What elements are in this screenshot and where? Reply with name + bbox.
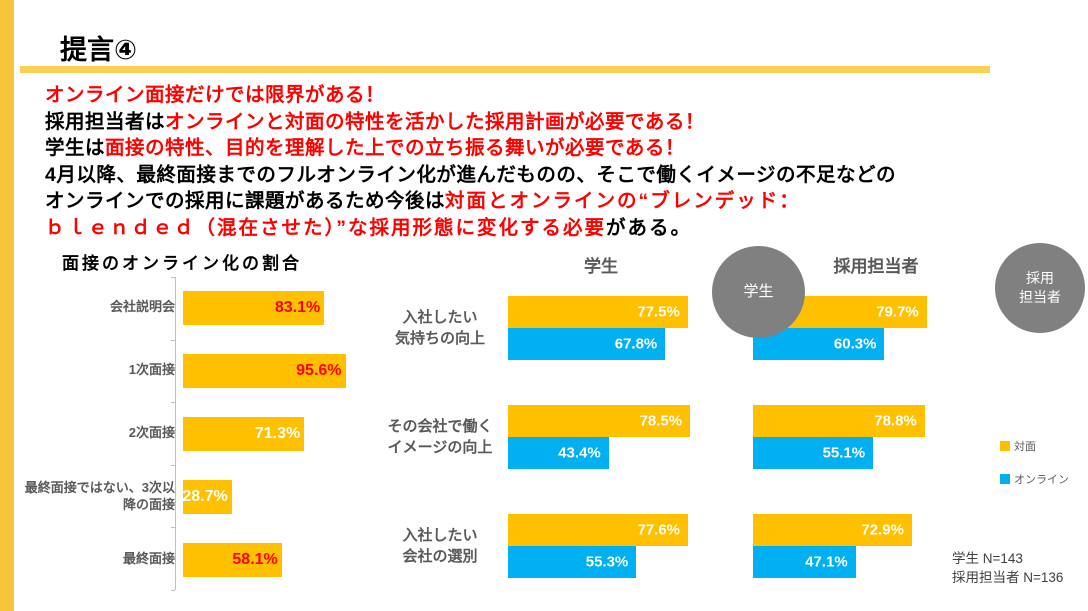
bar: 77.5%: [508, 296, 688, 328]
bar: 72.9%: [753, 514, 912, 546]
message-segment: 学生は: [45, 137, 106, 159]
bar-value-label: 28.7%: [182, 487, 228, 505]
page-title: 提言④: [60, 35, 137, 65]
axis-tick: [171, 589, 175, 591]
bar: 58.1%: [183, 542, 282, 577]
legend-item-online: オンライン: [1000, 471, 1069, 487]
left-accent-stripe: [0, 0, 14, 611]
online-rate-chart: 会社説明会 83.1% 1次面接 95.6% 2次面接 71.3% 最終面接ではない、3次以…: [20, 276, 390, 591]
bar: 67.8%: [508, 328, 666, 360]
bar-value-label: 58.1%: [232, 550, 278, 568]
bar-value-label: 83.1%: [274, 298, 321, 316]
online-rate-row: 1次面接 95.6%: [20, 339, 390, 402]
bar: 95.6%: [183, 353, 346, 388]
bar-value-label: 71.3%: [254, 424, 301, 442]
online-rate-row: 最終面接 58.1%: [20, 528, 390, 591]
bar: 55.3%: [508, 546, 637, 578]
message-segment: 4月以降、最終面接までのフルオンライン化が進んだものの、そこで働くイメージの不足…: [45, 163, 896, 186]
axis-tick: [171, 402, 175, 403]
message-segment: オンライン面接だけでは限界がある！: [45, 84, 386, 106]
group-header-recruiters: 採用担当者: [833, 257, 919, 276]
bar-track: 58.1%: [182, 528, 390, 591]
category-label: 会社説明会: [109, 299, 175, 315]
bar: 71.3%: [183, 416, 305, 451]
bar-value-label: 55.1%: [822, 444, 866, 462]
bar-track: 71.3%: [182, 402, 390, 465]
bar: 78.5%: [508, 405, 691, 437]
bar-value-label: 95.6%: [296, 361, 342, 379]
axis-tick: [171, 464, 175, 466]
bar: 77.6%: [508, 514, 689, 546]
legend-label: オンライン: [1014, 474, 1069, 486]
taimen-swatch-icon: [1000, 441, 1010, 451]
recruiters-circle-badge: 採用 担当者: [995, 243, 1085, 333]
bar: 43.4%: [508, 437, 609, 469]
message-segment: 対面とオンラインの“ブレンデッド：: [445, 190, 801, 212]
bar-value-label: 67.8%: [614, 335, 658, 353]
bar-value-label: 77.6%: [637, 521, 681, 539]
message-line: オンラインでの採用に課題があるため今後は対面とオンラインの“ブレンデッド：: [45, 188, 1055, 215]
online-rate-chart-axis: [171, 277, 176, 591]
message-segment: ｂｌｅｎｄｅｄ（混在させた）”な採用形態に変化する必要: [45, 216, 607, 239]
online-rate-row: 最終面接ではない、3次以降の面接 28.7%: [20, 465, 390, 528]
message-line: オンライン面接だけでは限界がある！: [45, 82, 1055, 109]
bar: 55.1%: [753, 437, 874, 469]
bar-track: 28.7%: [182, 465, 390, 528]
bar: 83.1%: [183, 290, 325, 325]
message-line: 採用担当者はオンラインと対面の特性を活かした採用計画が必要である！: [45, 109, 1055, 136]
bar: 47.1%: [753, 546, 856, 578]
bar-track: 83.1%: [182, 276, 390, 339]
message-segment: がある。: [606, 216, 693, 239]
message-segment: 採用担当者は: [45, 110, 166, 133]
bar-value-label: 55.3%: [585, 553, 629, 571]
message-line: 4月以降、最終面接までのフルオンライン化が進んだものの、そこで働くイメージの不足…: [45, 162, 1055, 189]
bar-value-label: 78.5%: [639, 412, 683, 430]
online-rate-chart-title: 面接のオンライン化の割合: [62, 254, 302, 273]
bar-value-label: 72.9%: [861, 521, 904, 539]
legend-item-taimen: 対面: [1000, 438, 1069, 454]
bar-value-label: 43.4%: [558, 444, 601, 462]
category-label: 2次面接: [128, 425, 175, 441]
axis-tick: [171, 339, 175, 341]
sample-size-students: 学生 N=143: [952, 551, 1023, 566]
message-line: ｂｌｅｎｄｅｄ（混在させた）”な採用形態に変化する必要がある。: [45, 215, 1055, 242]
sample-size-recruiters: 採用担当者 N=136: [952, 570, 1064, 585]
sample-size-note: 学生 N=143 採用担当者 N=136: [952, 549, 1063, 587]
axis-tick: [171, 527, 175, 528]
grouped-chart-canvas: 学生 採用担当者 入社したい 気持ちの向上 その会社で働く イメージの向上 入社した…: [370, 246, 1088, 591]
category-label: 入社したい 気持ちの向上: [394, 309, 485, 347]
legend-label: 対面: [1014, 441, 1036, 453]
chart-legend: 対面 オンライン: [1000, 438, 1069, 487]
message-block: オンライン面接だけでは限界がある！ 採用担当者はオンラインと対面の特性を活かした採…: [45, 82, 1055, 241]
bar: 28.7%: [182, 479, 232, 514]
bar-value-label: 78.8%: [874, 412, 917, 430]
bar-value-label: 47.1%: [805, 553, 848, 571]
bar-value-label: 60.3%: [833, 335, 877, 353]
bar-value-label: 79.7%: [876, 303, 919, 321]
group-header-students: 学生: [584, 257, 618, 276]
students-circle-badge: 学生: [712, 246, 805, 338]
message-segment: 面接の特性、目的を理解した上での立ち振る舞いが必要である！: [105, 137, 685, 159]
online-rate-row: 2次面接 71.3%: [20, 402, 390, 465]
message-segment: オンラインと対面の特性を活かした採用計画が必要である！: [165, 110, 705, 133]
message-line: 学生は面接の特性、目的を理解した上での立ち振る舞いが必要である！: [45, 135, 1055, 162]
axis-tick: [171, 277, 175, 278]
bar-track: 95.6%: [182, 339, 390, 402]
category-label: その会社で働く イメージの向上: [387, 418, 493, 456]
title-underline: [20, 66, 990, 73]
category-label: 入社したい 会社の選別: [402, 527, 478, 565]
category-label: 1次面接: [128, 362, 175, 378]
category-label: 最終面接ではない、3次以降の面接: [24, 479, 175, 512]
online-rate-row: 会社説明会 83.1%: [20, 276, 390, 339]
message-segment: オンラインでの採用に課題があるため今後は: [45, 190, 446, 212]
online-swatch-icon: [1000, 474, 1010, 484]
bar: 78.8%: [753, 405, 925, 437]
category-label: 最終面接: [122, 551, 175, 567]
bar-value-label: 77.5%: [637, 303, 680, 321]
